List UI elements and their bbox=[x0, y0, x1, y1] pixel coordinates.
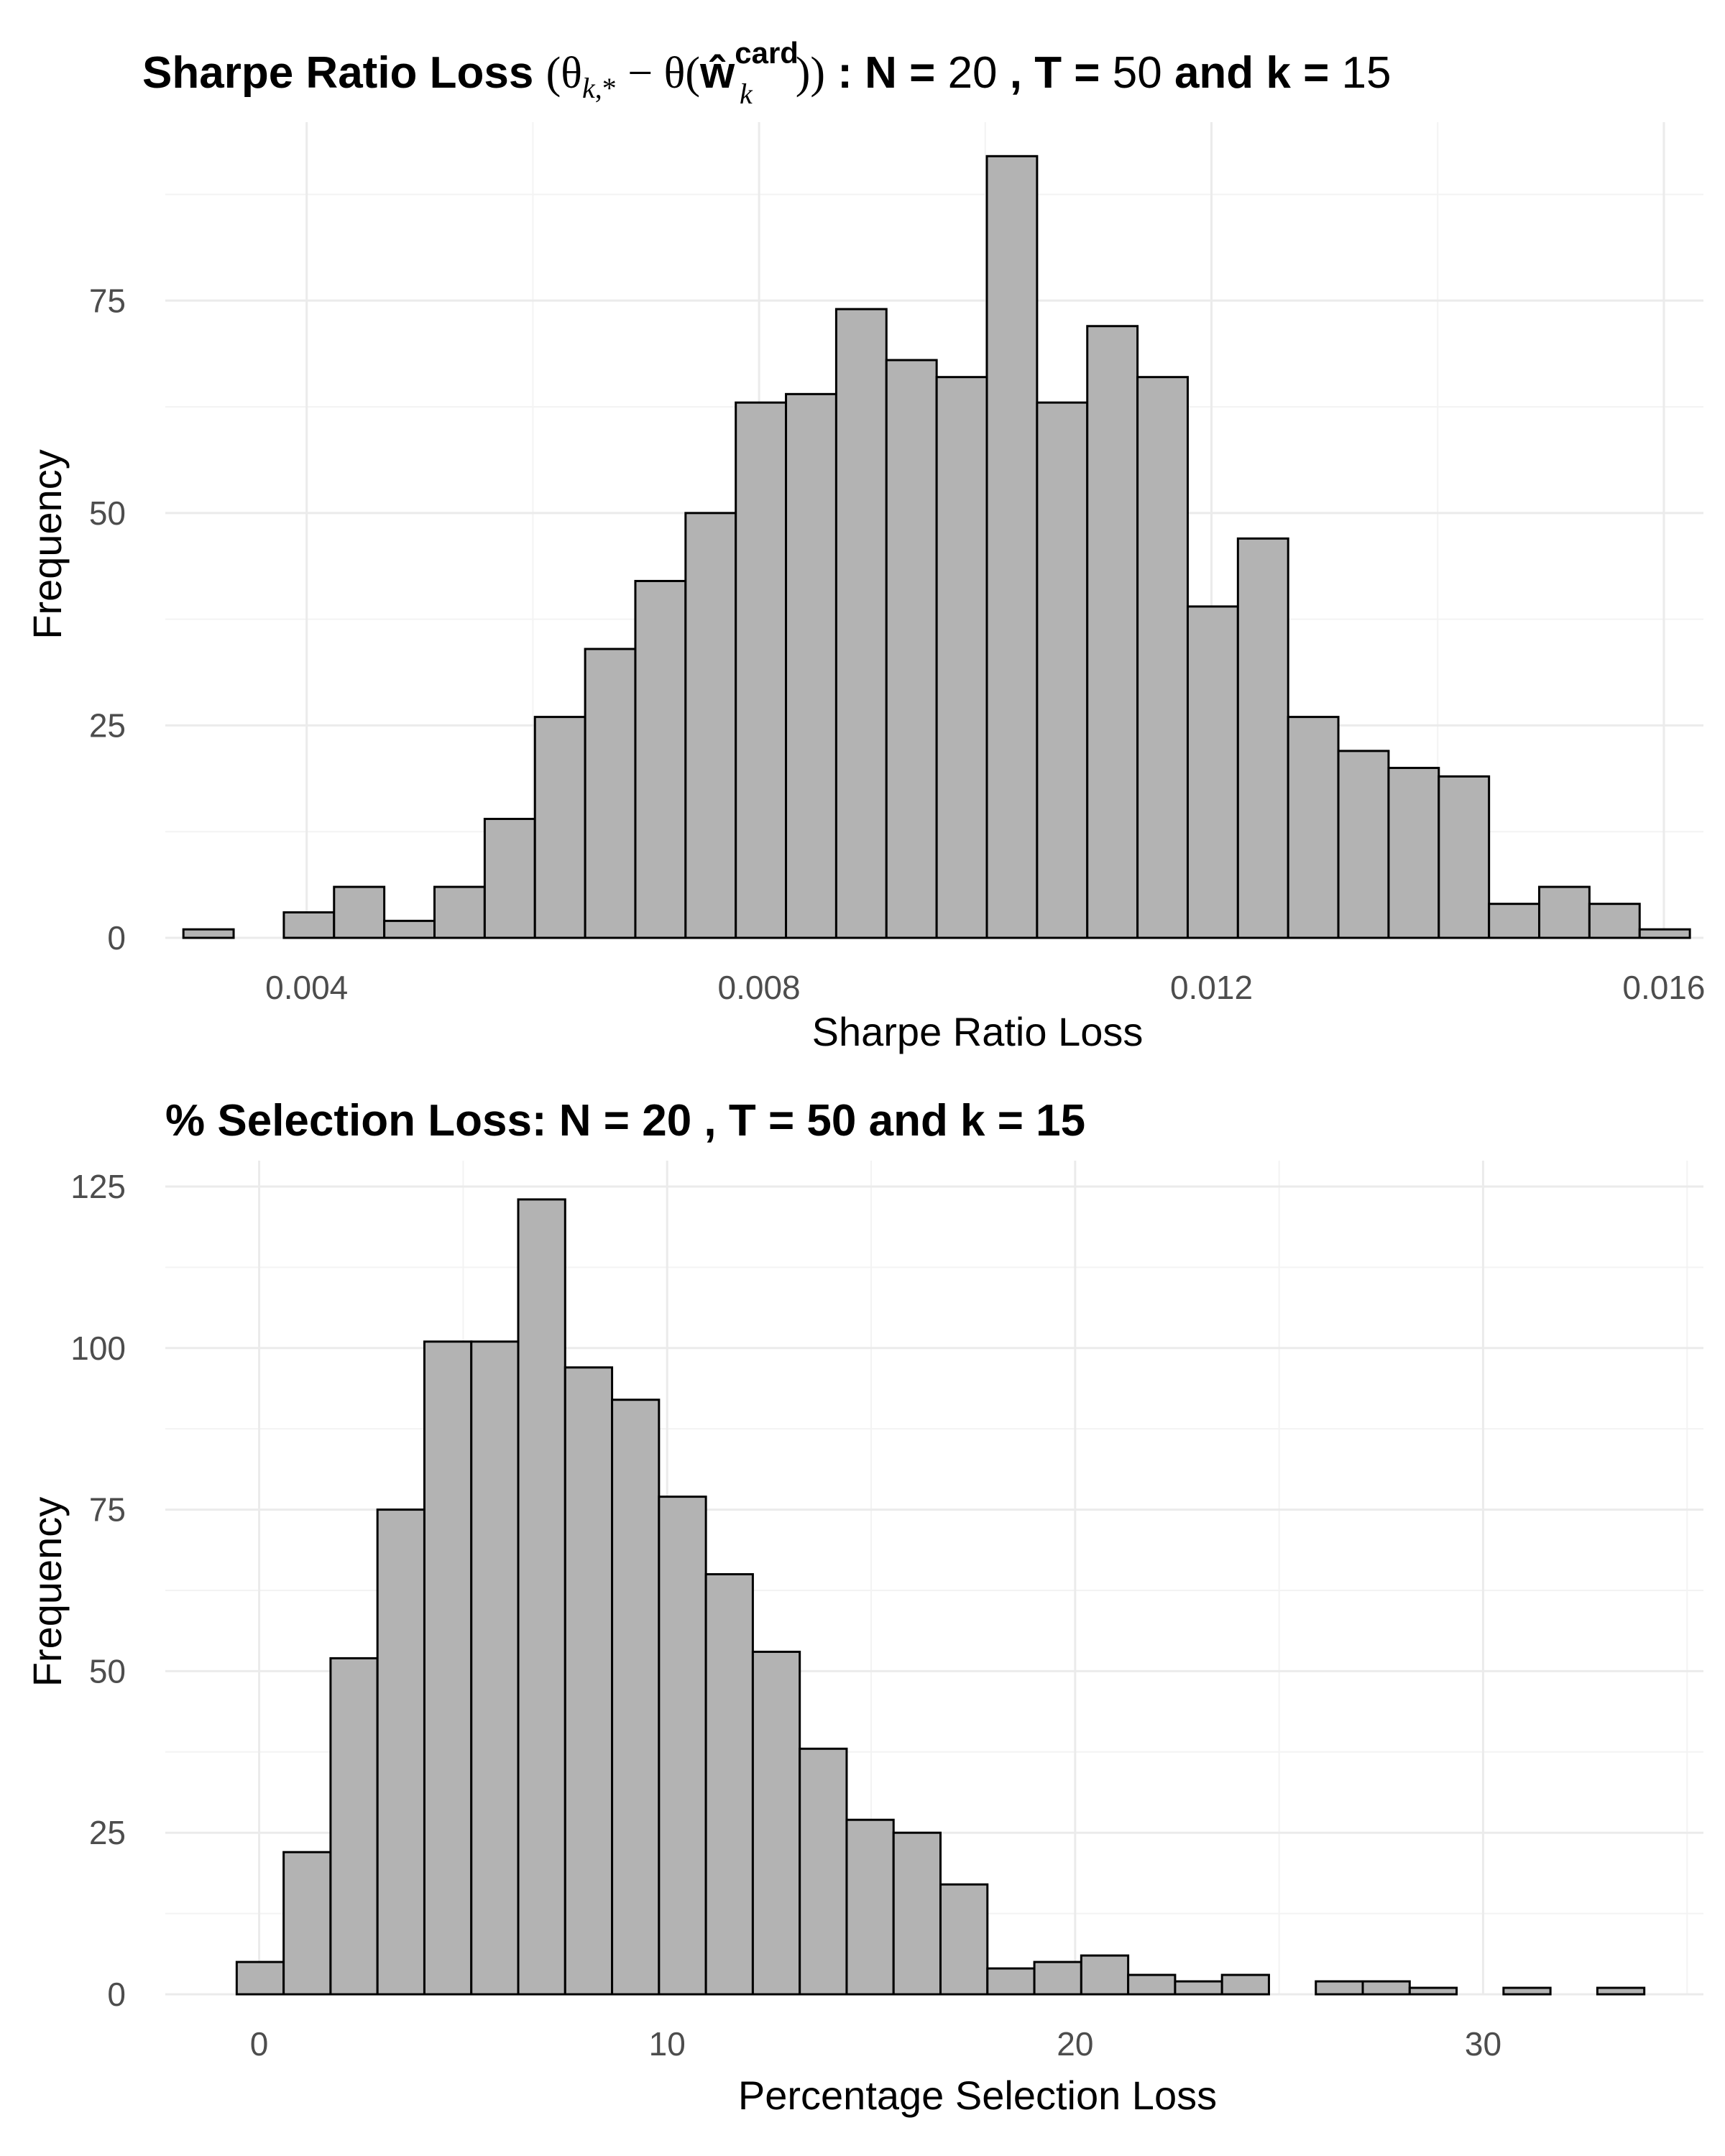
chart2-x-tick-label: 10 bbox=[649, 2025, 686, 2063]
chart2-title: % Selection Loss: N = 20 , T = 50 and k … bbox=[165, 1096, 1085, 1146]
chart1-bar bbox=[1337, 750, 1390, 939]
chart2-bar bbox=[704, 1573, 754, 1996]
chart1-y-axis-title: Frequency bbox=[24, 449, 70, 640]
chart2-x-tick-label: 0 bbox=[250, 2025, 269, 2063]
chart1-bar bbox=[1287, 716, 1340, 939]
chart2-y-tick-label: 75 bbox=[89, 1491, 126, 1529]
chart1-bar bbox=[1638, 928, 1691, 939]
chart1-bar bbox=[935, 376, 988, 939]
chart1-bar bbox=[584, 648, 637, 939]
chart1-bar bbox=[433, 885, 486, 939]
chart2-y-axis-title: Frequency bbox=[24, 1497, 70, 1687]
chart2-y-tick-label: 25 bbox=[89, 1814, 126, 1851]
chart1-x-tick-label: 0.016 bbox=[1622, 969, 1705, 1006]
chart1-title: Sharpe Ratio Loss (θk,* − θ(ŵcard k)) : N… bbox=[142, 36, 1392, 110]
chart1-bar bbox=[1236, 537, 1289, 939]
chart1-bar bbox=[985, 155, 1039, 939]
chart1-bar bbox=[1136, 376, 1189, 939]
chart2-x-tick-label: 20 bbox=[1057, 2025, 1093, 2063]
chart1-bar bbox=[1036, 401, 1089, 939]
chart1-bar bbox=[1588, 903, 1641, 939]
chart2-bar bbox=[892, 1831, 942, 1996]
chart1-x-tick-label: 0.012 bbox=[1170, 969, 1253, 1006]
chart1-bar bbox=[785, 392, 837, 939]
chart2-bar bbox=[1502, 1986, 1552, 1996]
chart1-bar bbox=[383, 919, 436, 939]
chart2-bars bbox=[235, 1198, 1646, 1996]
chart2-bar bbox=[1080, 1954, 1130, 1996]
chart1-y-tick-label: 50 bbox=[89, 494, 126, 532]
chart2-bar bbox=[1315, 1980, 1364, 1996]
chart2-bar bbox=[376, 1508, 426, 1996]
chart1-bar bbox=[1538, 885, 1591, 939]
chart1-y-tick-label: 0 bbox=[107, 919, 126, 957]
chart2-bar bbox=[939, 1883, 989, 1996]
chart1-x-tick-label: 0.004 bbox=[265, 969, 348, 1006]
chart1-bar bbox=[834, 308, 888, 939]
chart2-y-tick-label: 125 bbox=[70, 1168, 126, 1205]
chart1-x-tick-label: 0.008 bbox=[718, 969, 801, 1006]
chart2-bar bbox=[1127, 1973, 1177, 1996]
chart2-bar bbox=[1220, 1973, 1270, 1996]
chart2-y-tick-label: 100 bbox=[70, 1330, 126, 1367]
chart2-x-axis-title: Percentage Selection Loss bbox=[738, 2073, 1217, 2118]
chart2-bar bbox=[423, 1340, 473, 1996]
chart1-bar bbox=[1438, 775, 1491, 939]
chart1-bar bbox=[182, 928, 235, 939]
chart1-bar bbox=[634, 579, 687, 939]
chart1-bars bbox=[182, 155, 1691, 939]
chart1-bar bbox=[483, 817, 536, 939]
chart2-bar bbox=[1596, 1986, 1646, 1996]
chart1-bar bbox=[684, 512, 737, 939]
chart1-y-tick-label: 25 bbox=[89, 706, 126, 744]
chart1-bar bbox=[1488, 903, 1541, 939]
chart2-bar bbox=[845, 1818, 895, 1996]
chart2-x-tick-label: 30 bbox=[1465, 2025, 1501, 2063]
chart1-bar bbox=[885, 359, 938, 939]
chart2-bar bbox=[517, 1198, 566, 1996]
chart2-bar bbox=[564, 1366, 614, 1996]
chart2-y-tick-label: 0 bbox=[107, 1976, 126, 2013]
chart1-bar bbox=[533, 716, 586, 939]
chart2-bar bbox=[235, 1961, 285, 1996]
chart1-x-axis-title: Sharpe Ratio Loss bbox=[812, 1009, 1144, 1054]
chart1-bar bbox=[1387, 767, 1440, 939]
chart2-bar bbox=[611, 1399, 661, 1996]
chart1-bar bbox=[1186, 605, 1239, 939]
chart1-bar bbox=[282, 911, 336, 939]
chart2-bar bbox=[470, 1340, 520, 1996]
chart2-bar bbox=[751, 1650, 801, 1996]
chart1-bar bbox=[735, 401, 788, 939]
chart2-panel: 0 10 20 30 0 25 50 75 100 125 Percentage Selection… bbox=[24, 1161, 1703, 2118]
chart1-bar bbox=[1086, 325, 1139, 939]
chart2-bar bbox=[1174, 1980, 1223, 1996]
chart1-panel: 0.004 0.008 0.012 0.016 0 25 50 75 Sharpe Ratio … bbox=[24, 122, 1705, 1054]
chart1-y-tick-label: 75 bbox=[89, 282, 126, 319]
chart1-bar bbox=[333, 885, 386, 939]
chart2-bar bbox=[1408, 1986, 1458, 1996]
chart2-bar bbox=[1033, 1961, 1082, 1996]
chart2-y-tick-label: 50 bbox=[89, 1652, 126, 1690]
chart2-bar bbox=[799, 1747, 848, 1996]
chart2-bar bbox=[282, 1851, 332, 1996]
chart2-bar bbox=[986, 1967, 1036, 1996]
chart2-bar bbox=[329, 1657, 379, 1996]
chart2-bar bbox=[658, 1496, 707, 1996]
chart2-bar bbox=[1361, 1980, 1411, 1996]
